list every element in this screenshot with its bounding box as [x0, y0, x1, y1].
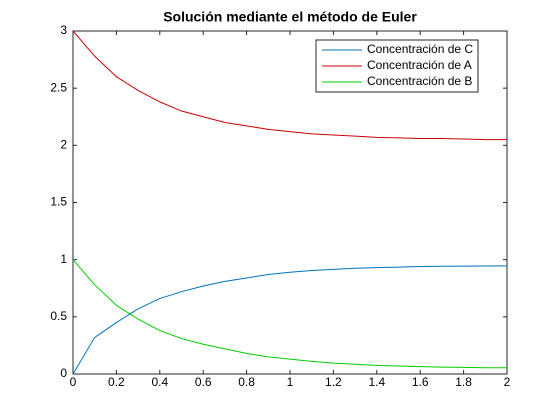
legend-label: Concentración de C — [367, 42, 473, 56]
legend-label: Concentración de A — [367, 58, 472, 72]
x-tick-label: 0.8 — [238, 375, 255, 389]
x-tick-label: 0.4 — [151, 375, 168, 389]
y-tick-label: 2.5 — [50, 80, 67, 94]
series-line — [72, 259, 507, 369]
x-tick-label: 1.4 — [368, 375, 385, 389]
x-tick-label: 0 — [70, 375, 77, 389]
x-tick-label: 1.6 — [412, 375, 429, 389]
y-tick-label: 0 — [60, 366, 67, 380]
x-tick-label: 1 — [287, 375, 294, 389]
x-tick-label: 2 — [504, 375, 511, 389]
x-tick-label: 1.8 — [455, 375, 472, 389]
x-tick-label: 0.2 — [108, 375, 125, 389]
series-line — [72, 30, 507, 141]
legend: Concentración de C Concentración de A Conc… — [315, 39, 479, 93]
chart-title: Solución mediante el método de Euler — [163, 9, 417, 25]
series-line — [72, 265, 508, 375]
y-tick-label: 3 — [60, 23, 67, 37]
y-tick-label: 1.5 — [50, 195, 67, 209]
y-tick-label: 1 — [60, 252, 67, 266]
legend-label: Concentración de B — [367, 74, 472, 88]
y-tick-label: 2 — [60, 138, 67, 152]
y-tick-label: 0.5 — [50, 309, 67, 323]
x-tick-label: 0.6 — [195, 375, 212, 389]
x-tick-label: 1.2 — [325, 375, 342, 389]
